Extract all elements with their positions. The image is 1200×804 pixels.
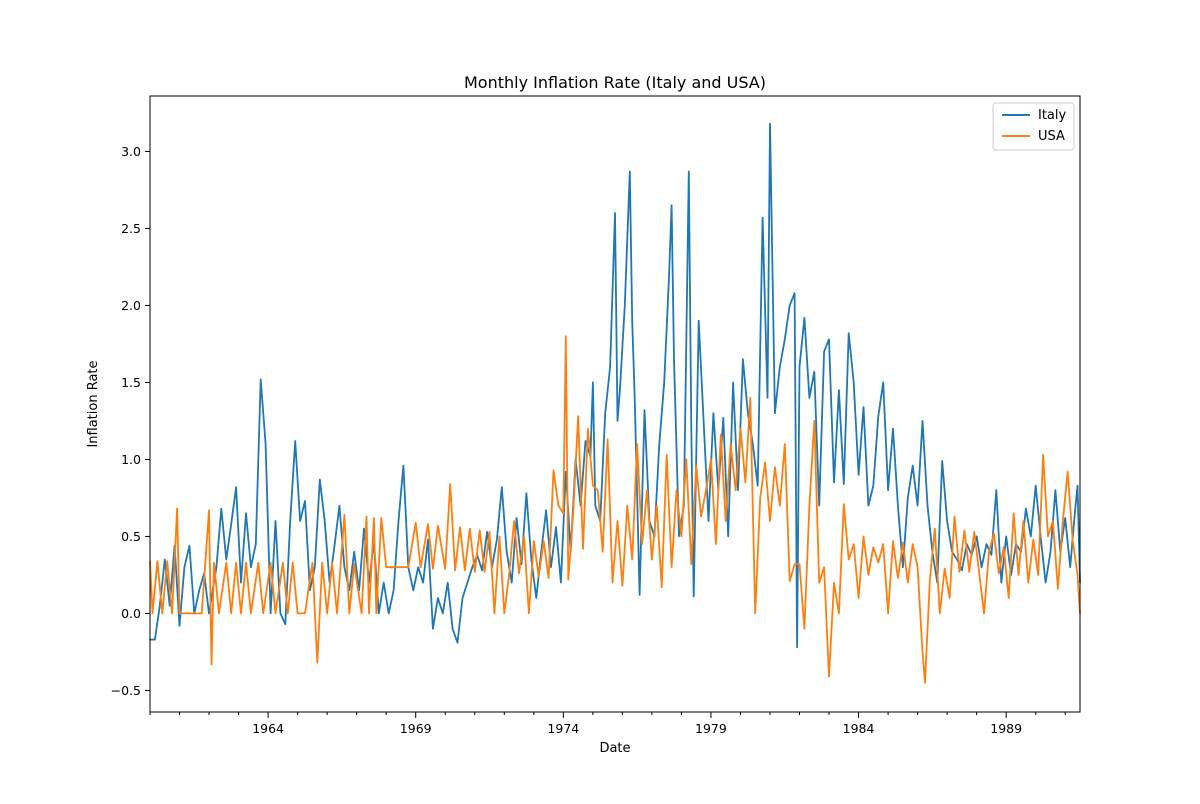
x-tick-label: 1964 (252, 721, 284, 736)
series-line-usa (149, 335, 1081, 684)
legend-label-italy: Italy (1038, 108, 1067, 123)
x-axis: 1964 1969 1974 1979 1984 1989 (149, 712, 1066, 736)
x-tick-label: 1979 (695, 721, 727, 736)
x-tick-label: 1974 (547, 721, 579, 736)
y-axis-label: Inflation Rate (86, 360, 101, 447)
y-tick-label: −0.5 (111, 683, 141, 698)
x-tick-label: 1989 (990, 721, 1022, 736)
x-tick-label: 1984 (843, 721, 875, 736)
x-axis-label: Date (599, 741, 630, 756)
chart-title: Monthly Inflation Rate (Italy and USA) (464, 73, 766, 92)
y-tick-label: 2.5 (121, 221, 141, 236)
y-tick-label: 3.0 (121, 144, 141, 159)
y-tick-label: 0.5 (121, 529, 141, 544)
legend-label-usa: USA (1038, 129, 1065, 144)
y-tick-label: 1.5 (121, 375, 141, 390)
y-tick-label: 0.0 (121, 606, 141, 621)
x-tick-label: 1969 (400, 721, 432, 736)
y-axis: −0.5 0.0 0.5 1.0 1.5 2.0 2.5 3.0 (111, 144, 150, 698)
y-tick-label: 2.0 (121, 298, 141, 313)
y-tick-label: 1.0 (121, 452, 141, 467)
plot-area (149, 122, 1081, 684)
legend: Italy USA (992, 102, 1075, 151)
axes-frame (149, 95, 1081, 713)
